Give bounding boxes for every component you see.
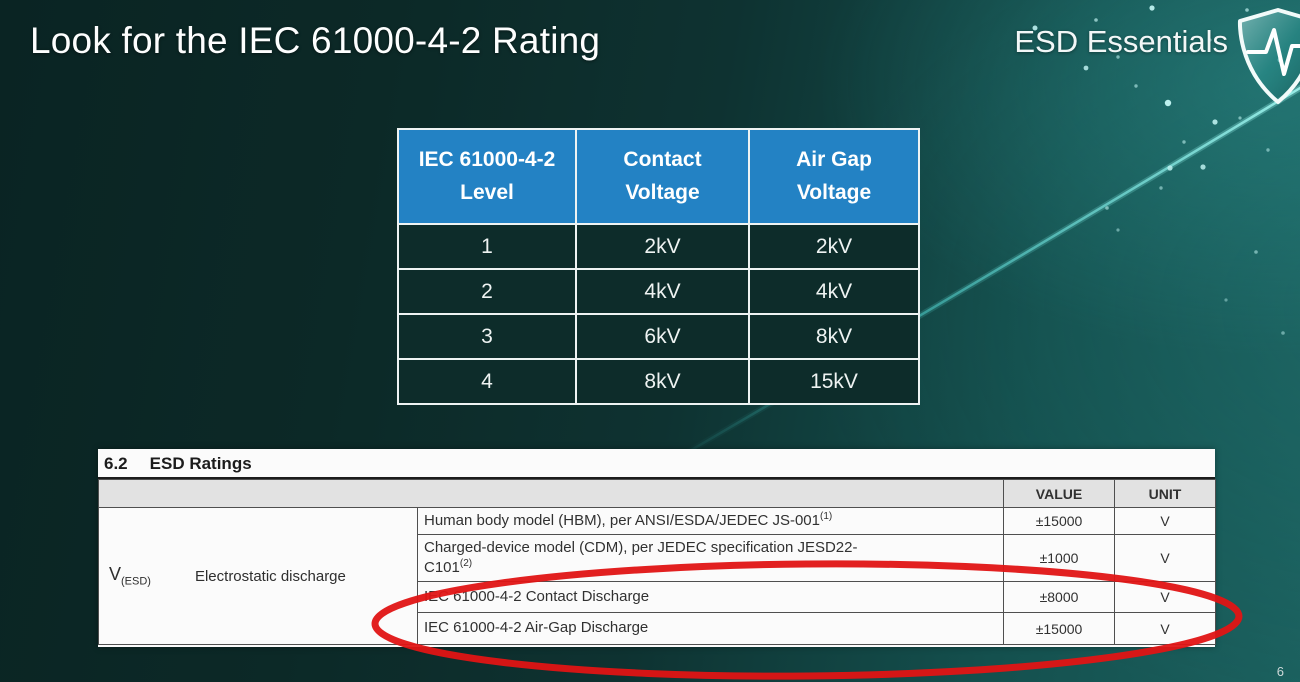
unit-column-header: UNIT — [1114, 479, 1216, 508]
value-cell: ±15000 — [1003, 612, 1115, 645]
unit-cell: V — [1114, 581, 1216, 613]
parameter-cell: V(ESD) Electrostatic discharge — [98, 507, 418, 645]
level-cell: 1 — [397, 223, 577, 270]
symbol-letter: V — [109, 564, 122, 585]
level-cell: 3 — [397, 313, 577, 360]
page-title: Look for the IEC 61000-4-2 Rating — [30, 20, 601, 61]
contact-voltage-cell: 6kV — [575, 313, 750, 360]
header-line: Contact — [623, 147, 702, 171]
air-gap-voltage-cell: 2kV — [748, 223, 920, 270]
value-cell: ±1000 — [1003, 534, 1115, 582]
condition-text: IEC 61000-4-2 Air-Gap Discharge — [424, 619, 649, 637]
symbol-vesd: V(ESD) — [109, 564, 151, 588]
footnote-ref: (2) — [459, 557, 473, 569]
section-title: ESD Ratings — [149, 454, 252, 473]
pulse-line-icon — [1246, 28, 1300, 76]
test-condition-cell: IEC 61000-4-2 Air-Gap Discharge — [417, 612, 1004, 645]
parameter-label: Electrostatic discharge — [194, 567, 346, 585]
level-cell: 4 — [397, 358, 577, 405]
air-gap-voltage-cell: 4kV — [748, 268, 920, 315]
air-gap-voltage-cell: 8kV — [748, 313, 920, 360]
unit-cell: V — [1114, 507, 1216, 535]
value-cell: ±15000 — [1003, 507, 1115, 535]
condition-text: IEC 61000-4-2 Contact Discharge — [424, 587, 650, 605]
iec-level-table: IEC 61000-4-2 Level Contact Voltage Air … — [397, 128, 920, 405]
symbol-subscript: (ESD) — [121, 575, 151, 588]
contact-voltage-cell: 4kV — [575, 268, 750, 315]
contact-voltage-cell: 2kV — [575, 223, 750, 270]
condition-text: Charged-device model (CDM), per JEDEC sp… — [424, 538, 858, 556]
contact-voltage-cell: 8kV — [575, 358, 750, 405]
footnote-ref: (1) — [819, 511, 833, 523]
value-column-header: VALUE — [1003, 479, 1115, 508]
datasheet-header-row: VALUE UNIT — [98, 479, 1216, 508]
test-condition-cell: IEC 61000-4-2 Contact Discharge — [417, 581, 1004, 613]
page-number: 6 — [1276, 664, 1284, 679]
table-row: 4 8kV 15kV — [397, 358, 920, 405]
unit-cell: V — [1114, 534, 1216, 582]
table-row: 3 6kV 8kV — [397, 313, 920, 360]
contact-voltage-header-cell: Contact Voltage — [575, 128, 750, 225]
datasheet-excerpt-panel: 6.2 ESD Ratings VALUE UNIT V(ESD) Electr… — [98, 449, 1216, 647]
air-gap-voltage-cell: 15kV — [748, 358, 920, 405]
header-line: IEC 61000-4-2 — [418, 147, 556, 171]
table-row: 1 2kV 2kV — [397, 223, 920, 270]
header-line: Voltage — [796, 180, 872, 204]
air-gap-voltage-header-cell: Air Gap Voltage — [748, 128, 920, 225]
value-cell: ±8000 — [1003, 581, 1115, 613]
shield-outline-icon — [1237, 8, 1300, 104]
table-row: 2 4kV 4kV — [397, 268, 920, 315]
header-line: Level — [460, 180, 514, 204]
level-table-header-row: IEC 61000-4-2 Level Contact Voltage Air … — [397, 128, 920, 225]
esd-shield-logo — [1230, 6, 1300, 108]
empty-header-cell — [98, 479, 1004, 508]
condition-text: C101 — [424, 558, 460, 576]
header-line: Voltage — [625, 180, 700, 204]
condition-text: Human body model (HBM), per ANSI/ESDA/JE… — [424, 512, 820, 530]
level-header-cell: IEC 61000-4-2 Level — [397, 128, 577, 225]
test-condition-cell: Charged-device model (CDM), per JEDEC sp… — [417, 534, 1004, 582]
brand-text: ESD Essentials — [1014, 24, 1228, 59]
unit-cell: V — [1114, 612, 1216, 645]
datasheet-section-heading: 6.2 ESD Ratings — [98, 449, 1215, 479]
header-line: Air Gap — [796, 147, 872, 171]
level-cell: 2 — [397, 268, 577, 315]
test-condition-cell: Human body model (HBM), per ANSI/ESDA/JE… — [417, 507, 1004, 535]
section-number: 6.2 — [104, 454, 128, 473]
table-row: V(ESD) Electrostatic discharge Human bod… — [98, 507, 1216, 645]
